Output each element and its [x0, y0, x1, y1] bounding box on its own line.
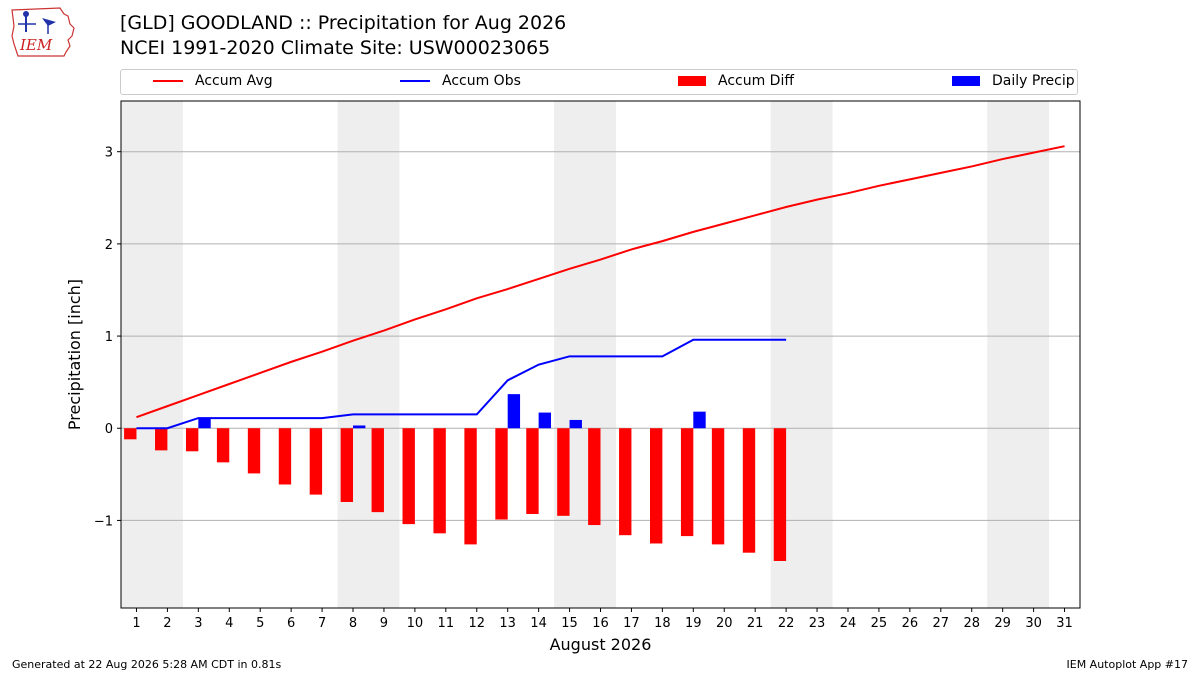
bar-accum-diff	[185, 428, 199, 452]
x-axis-label: August 2026	[550, 635, 652, 654]
y-tick-label: 1	[105, 330, 113, 345]
bar-accum-diff	[155, 428, 168, 451]
legend-item-accum-diff: Accum Diff	[678, 73, 794, 89]
bar-accum-diff	[402, 428, 415, 525]
legend-swatch-daily-precip	[952, 76, 980, 86]
x-tick-label: 24	[840, 616, 857, 631]
bar-daily-precip	[569, 419, 582, 429]
footer-app: IEM Autoplot App #17	[1066, 658, 1189, 671]
line-accum-obs	[136, 338, 787, 430]
x-tick-label: 4	[225, 616, 233, 631]
x-tick-label: 2	[163, 616, 171, 631]
plot-frame	[120, 100, 1081, 609]
x-tick-label: 25	[871, 616, 888, 631]
x-tick-label: 22	[778, 616, 795, 631]
x-tick-label: 29	[994, 616, 1011, 631]
bar-accum-diff	[216, 428, 230, 463]
x-tick-label: 5	[256, 616, 264, 631]
legend-label-accum-obs: Accum Obs	[442, 73, 521, 89]
weekend-band	[987, 101, 1050, 608]
logo-text: IEM	[19, 36, 53, 54]
bar-accum-diff	[680, 428, 694, 537]
x-tick-label: 12	[468, 616, 485, 631]
chart-subtitle: NCEI 1991-2020 Climate Site: USW00023065	[120, 37, 551, 59]
y-tick-label: 2	[105, 238, 113, 253]
x-tick-label: 6	[287, 616, 295, 631]
weekend-band	[770, 101, 833, 608]
legend-item-accum-obs: Accum Obs	[400, 73, 521, 89]
bar-accum-diff	[278, 428, 292, 485]
weekend-band	[554, 101, 616, 608]
x-tick-label: 18	[654, 616, 671, 631]
x-tick-label: 3	[194, 616, 202, 631]
x-tick-label: 1	[132, 616, 140, 631]
legend-item-accum-avg: Accum Avg	[153, 73, 273, 89]
lines	[136, 145, 1065, 430]
weekend-band	[337, 101, 400, 608]
bar-accum-diff	[464, 428, 477, 545]
y-axis-label: Precipitation [inch]	[65, 279, 84, 430]
x-tick-label: 23	[809, 616, 826, 631]
legend-label-accum-avg: Accum Avg	[195, 73, 273, 89]
x-tick-label: 13	[499, 616, 516, 631]
x-tick-label: 21	[747, 616, 764, 631]
weekend-shading	[121, 101, 1050, 608]
bar-daily-precip	[353, 425, 366, 429]
legend: Accum Avg Accum Obs Accum Diff Daily Pre…	[120, 69, 1078, 95]
y-tick-label: −1	[94, 514, 113, 529]
bar-accum-diff	[557, 428, 570, 516]
x-tick-label: 31	[1056, 616, 1073, 631]
footer-generated: Generated at 22 Aug 2026 5:28 AM CDT in …	[12, 658, 282, 671]
bar-accum-diff	[371, 428, 384, 513]
x-tick-label: 14	[530, 616, 547, 631]
x-tick-label: 9	[380, 616, 388, 631]
line-accum-avg	[136, 145, 1065, 419]
legend-item-daily-precip: Daily Precip	[952, 73, 1075, 89]
legend-label-accum-diff: Accum Diff	[718, 73, 795, 89]
bar-accum-diff	[340, 428, 354, 502]
bar-accum-diff	[649, 428, 663, 544]
x-tick-label: 19	[685, 616, 702, 631]
x-tick-label: 8	[349, 616, 357, 631]
weekend-band	[121, 101, 183, 608]
x-tick-label: 10	[407, 616, 424, 631]
x-tick-label: 28	[963, 616, 980, 631]
ticks: 1 2 3 4 5 6 7 8 9 10 11 12 13 14 15 16 17 18 19 20 21 22 23 24 2…	[94, 146, 1073, 631]
bar-daily-precip	[198, 418, 211, 429]
x-tick-label: 7	[318, 616, 326, 631]
bars	[124, 394, 787, 561]
legend-swatch-accum-obs	[400, 80, 430, 82]
x-tick-label: 30	[1025, 616, 1042, 631]
bar-accum-diff	[588, 428, 601, 526]
bar-accum-diff	[711, 428, 725, 545]
bar-daily-precip	[693, 411, 706, 429]
y-tick-label: 0	[105, 422, 113, 437]
legend-swatch-accum-diff	[678, 76, 706, 86]
bar-accum-diff	[309, 428, 323, 495]
grid-lines	[121, 151, 1080, 521]
bar-accum-diff	[773, 428, 787, 561]
y-tick-label: 3	[105, 146, 113, 161]
legend-label-daily-precip: Daily Precip	[992, 73, 1075, 89]
x-tick-label: 11	[438, 616, 455, 631]
x-tick-label: 15	[561, 616, 578, 631]
x-tick-label: 27	[933, 616, 950, 631]
bar-accum-diff	[433, 428, 446, 534]
chart-title: [GLD] GOODLAND :: Precipitation for Aug …	[120, 12, 567, 34]
x-tick-label: 17	[623, 616, 640, 631]
iem-logo: IEM	[11, 7, 75, 57]
x-tick-label: 20	[716, 616, 733, 631]
bar-daily-precip	[507, 394, 521, 429]
x-tick-label: 16	[592, 616, 609, 631]
x-tick-label: 26	[902, 616, 919, 631]
bar-accum-diff	[742, 428, 756, 553]
bar-accum-diff	[619, 428, 632, 536]
bar-accum-diff	[247, 428, 261, 474]
bar-accum-diff	[526, 428, 539, 514]
bar-accum-diff	[124, 428, 137, 440]
legend-swatch-accum-avg	[153, 80, 183, 82]
bar-daily-precip	[538, 412, 552, 429]
bar-accum-diff	[495, 428, 508, 520]
